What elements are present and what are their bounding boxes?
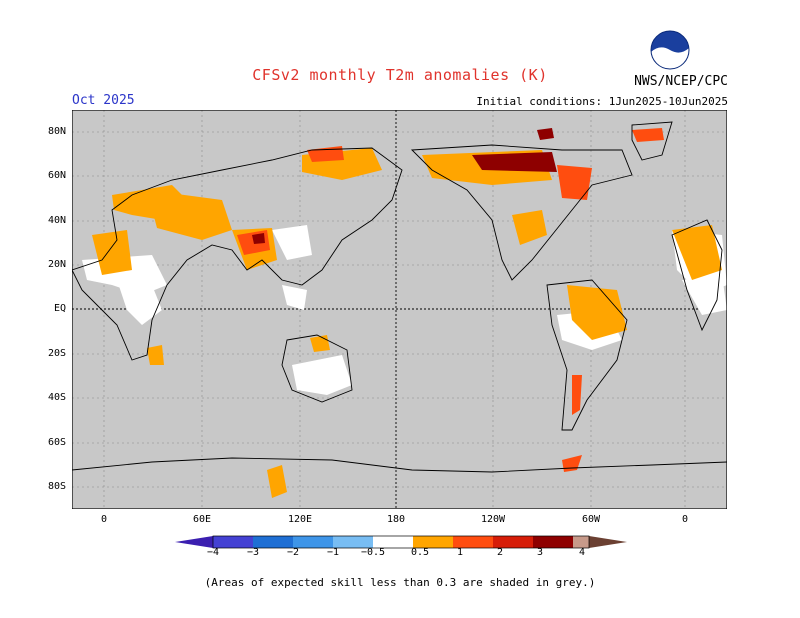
lon-label-0-east: 0 <box>681 514 689 525</box>
coastlines <box>72 121 727 473</box>
colorbar-label-05: 0.5 <box>410 547 430 558</box>
colorbar-label-m4: −4 <box>206 547 220 558</box>
lat-label-eq: EQ <box>53 303 66 314</box>
lat-label-40s: 40S <box>47 392 66 403</box>
colorbar-arrow-left <box>175 536 213 548</box>
lon-label-120w: 120W <box>480 514 506 525</box>
lat-label-20n: 20N <box>47 259 66 270</box>
lat-label-80n: 80N <box>47 126 66 137</box>
colorbar-label-m3: −3 <box>246 547 260 558</box>
lat-label-80s: 80S <box>47 481 66 492</box>
noaa-logo <box>650 30 690 70</box>
forecast-month: Oct 2025 <box>72 93 135 108</box>
world-map <box>72 110 727 509</box>
lon-label-120e: 120E <box>287 514 313 525</box>
lon-label-60w: 60W <box>581 514 601 525</box>
lat-label-60n: 60N <box>47 170 66 181</box>
colorbar-label-2: 2 <box>496 547 504 558</box>
colorbar-label-1: 1 <box>456 547 464 558</box>
lat-label-40n: 40N <box>47 215 66 226</box>
skill-note: (Areas of expected skill less than 0.3 a… <box>204 576 596 589</box>
lat-label-20s: 20S <box>47 348 66 359</box>
anomaly-patches <box>92 128 722 498</box>
lon-label-60e: 60E <box>192 514 212 525</box>
ocean-background <box>72 110 727 509</box>
colorbar-label-m1: −1 <box>326 547 340 558</box>
lon-label-0: 0 <box>100 514 108 525</box>
colorbar-label-4: 4 <box>578 547 586 558</box>
colorbar-label-3: 3 <box>536 547 544 558</box>
colorbar-label-m2: −2 <box>286 547 300 558</box>
colorbar <box>175 535 627 549</box>
initial-conditions: Initial conditions: 1Jun2025-10Jun2025 <box>476 95 728 108</box>
chart-title: CFSv2 monthly T2m anomalies (K) <box>252 66 548 84</box>
colorbar-label-m05: −0.5 <box>360 547 386 558</box>
colorbar-arrow-right <box>589 536 627 548</box>
lon-label-180: 180 <box>386 514 406 525</box>
organization-label: NWS/NCEP/CPC <box>634 74 728 89</box>
lat-label-60s: 60S <box>47 437 66 448</box>
